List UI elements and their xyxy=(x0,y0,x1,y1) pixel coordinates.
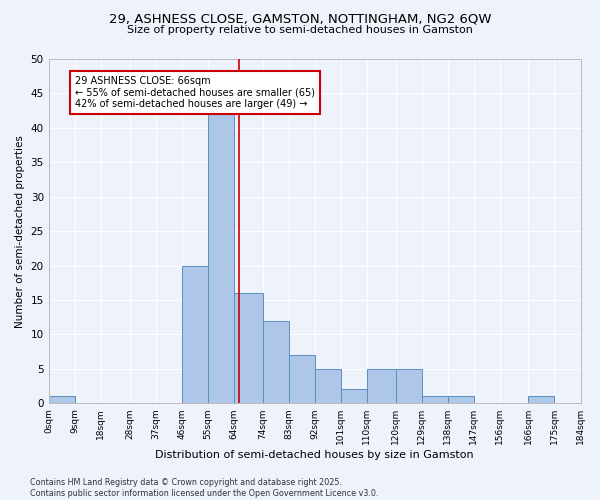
Bar xyxy=(395,369,422,403)
Bar xyxy=(208,114,233,403)
Text: Size of property relative to semi-detached houses in Gamston: Size of property relative to semi-detach… xyxy=(127,25,473,35)
Bar xyxy=(233,293,263,403)
Text: 29 ASHNESS CLOSE: 66sqm
← 55% of semi-detached houses are smaller (65)
42% of se: 29 ASHNESS CLOSE: 66sqm ← 55% of semi-de… xyxy=(74,76,314,110)
Bar xyxy=(367,369,395,403)
Bar xyxy=(182,266,208,403)
Text: 29, ASHNESS CLOSE, GAMSTON, NOTTINGHAM, NG2 6QW: 29, ASHNESS CLOSE, GAMSTON, NOTTINGHAM, … xyxy=(109,12,491,26)
Text: Contains HM Land Registry data © Crown copyright and database right 2025.
Contai: Contains HM Land Registry data © Crown c… xyxy=(30,478,379,498)
Bar xyxy=(289,355,314,403)
Bar xyxy=(341,390,367,403)
Bar xyxy=(448,396,473,403)
Y-axis label: Number of semi-detached properties: Number of semi-detached properties xyxy=(15,134,25,328)
Bar xyxy=(314,369,341,403)
Bar xyxy=(529,396,554,403)
Bar xyxy=(263,320,289,403)
Bar xyxy=(49,396,74,403)
Bar xyxy=(422,396,448,403)
X-axis label: Distribution of semi-detached houses by size in Gamston: Distribution of semi-detached houses by … xyxy=(155,450,474,460)
